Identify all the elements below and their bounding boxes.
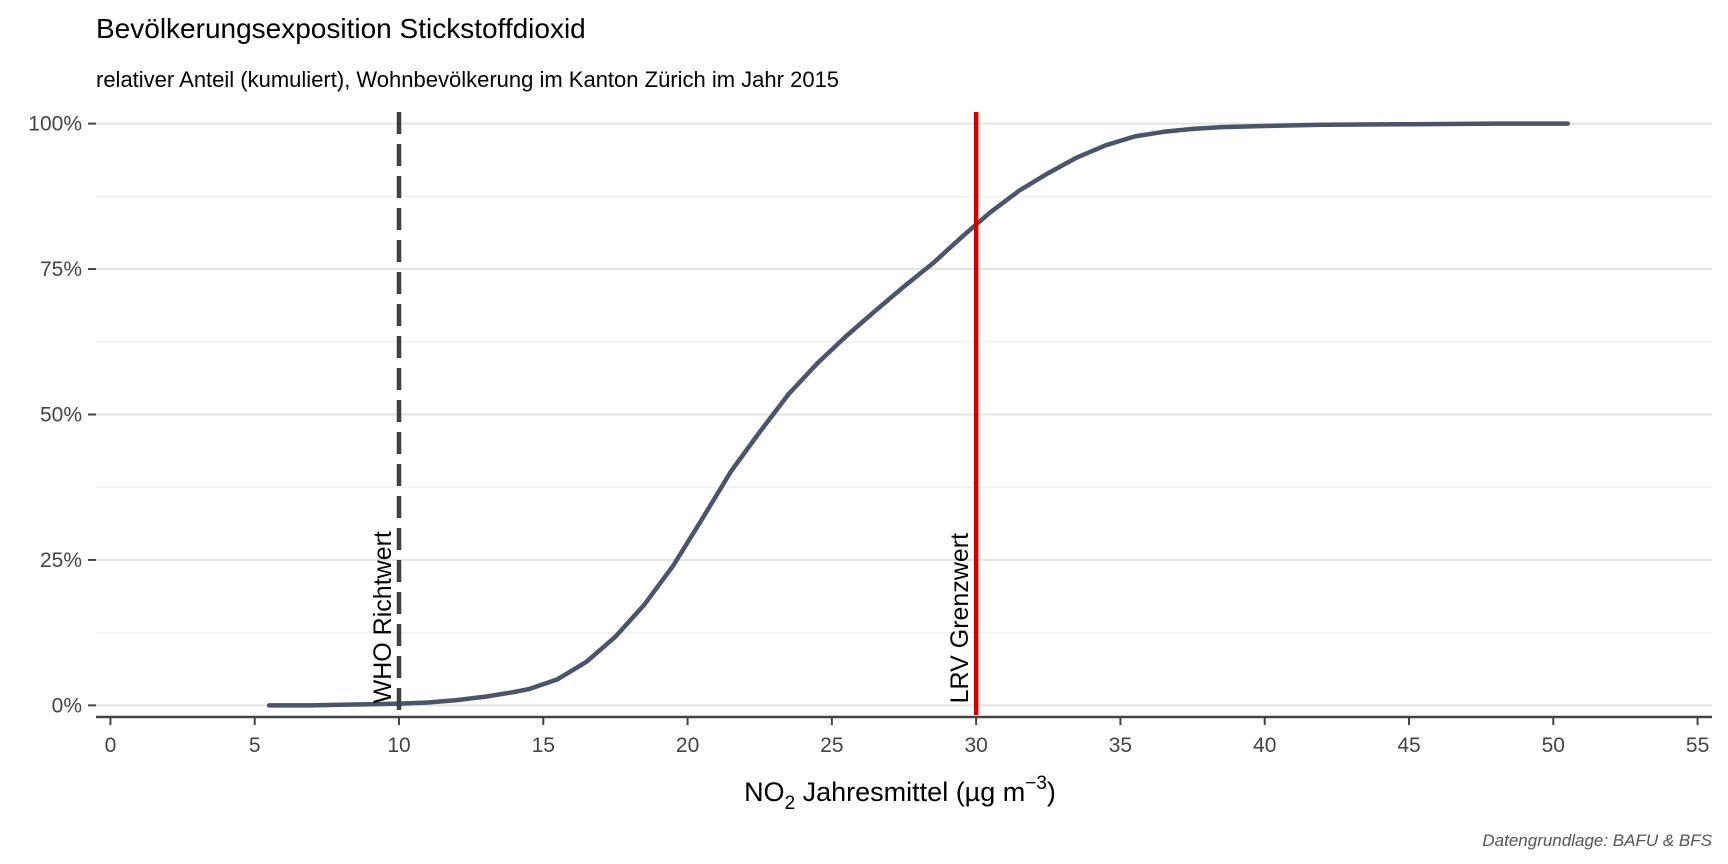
chart-subtitle: relativer Anteil (kumuliert), Wohnbevölk… xyxy=(96,67,839,92)
y-axis: 0% 25% 50% 75% 100% xyxy=(28,113,96,717)
x-tick-label: 35 xyxy=(1109,734,1132,757)
chart-title: Bevölkerungsexposition Stickstoffdioxid xyxy=(96,13,586,44)
caption: Datengrundlage: BAFU & BFS xyxy=(1482,831,1712,850)
x-tick-label: 0 xyxy=(105,734,117,757)
x-tick-label: 50 xyxy=(1542,734,1565,757)
series-layer xyxy=(266,121,1570,708)
x-axis: 0 5 10 15 20 25 30 35 40 45 50 55 xyxy=(105,717,1709,757)
x-tick-label: 45 xyxy=(1397,734,1420,757)
x-tick-label: 55 xyxy=(1686,734,1709,757)
x-axis-title-prefix: NO xyxy=(744,777,785,807)
x-tick-label: 30 xyxy=(964,734,987,757)
x-tick-label: 10 xyxy=(387,734,410,757)
x-tick-label: 25 xyxy=(820,734,843,757)
x-axis-title-subscript: 2 xyxy=(785,793,796,814)
x-axis-title-main: Jahresmittel (µg m xyxy=(795,777,1025,807)
reference-line-label: WHO Richtwert xyxy=(369,531,397,703)
reference-lines: WHO Richtwert LRV Grenzwert xyxy=(369,112,979,715)
major-gridlines xyxy=(96,122,1712,707)
x-axis-title-superscript: −3 xyxy=(1025,773,1047,794)
x-tick-label: 15 xyxy=(532,734,555,757)
y-tick-label: 25% xyxy=(40,549,82,572)
y-tick-label: 0% xyxy=(52,694,82,717)
y-tick-label: 75% xyxy=(40,258,82,281)
y-tick-label: 100% xyxy=(28,113,82,136)
x-tick-label: 40 xyxy=(1253,734,1276,757)
x-tick-label: 20 xyxy=(676,734,699,757)
x-tick-label: 5 xyxy=(249,734,261,757)
y-tick-label: 50% xyxy=(40,404,82,427)
reference-line-label: LRV Grenzwert xyxy=(946,533,974,703)
x-axis-title-suffix: ) xyxy=(1047,777,1056,807)
x-axis-title: NO2 Jahresmittel (µg m−3) xyxy=(744,773,1056,814)
minor-gridlines xyxy=(96,195,1712,634)
series-line xyxy=(266,121,1570,708)
